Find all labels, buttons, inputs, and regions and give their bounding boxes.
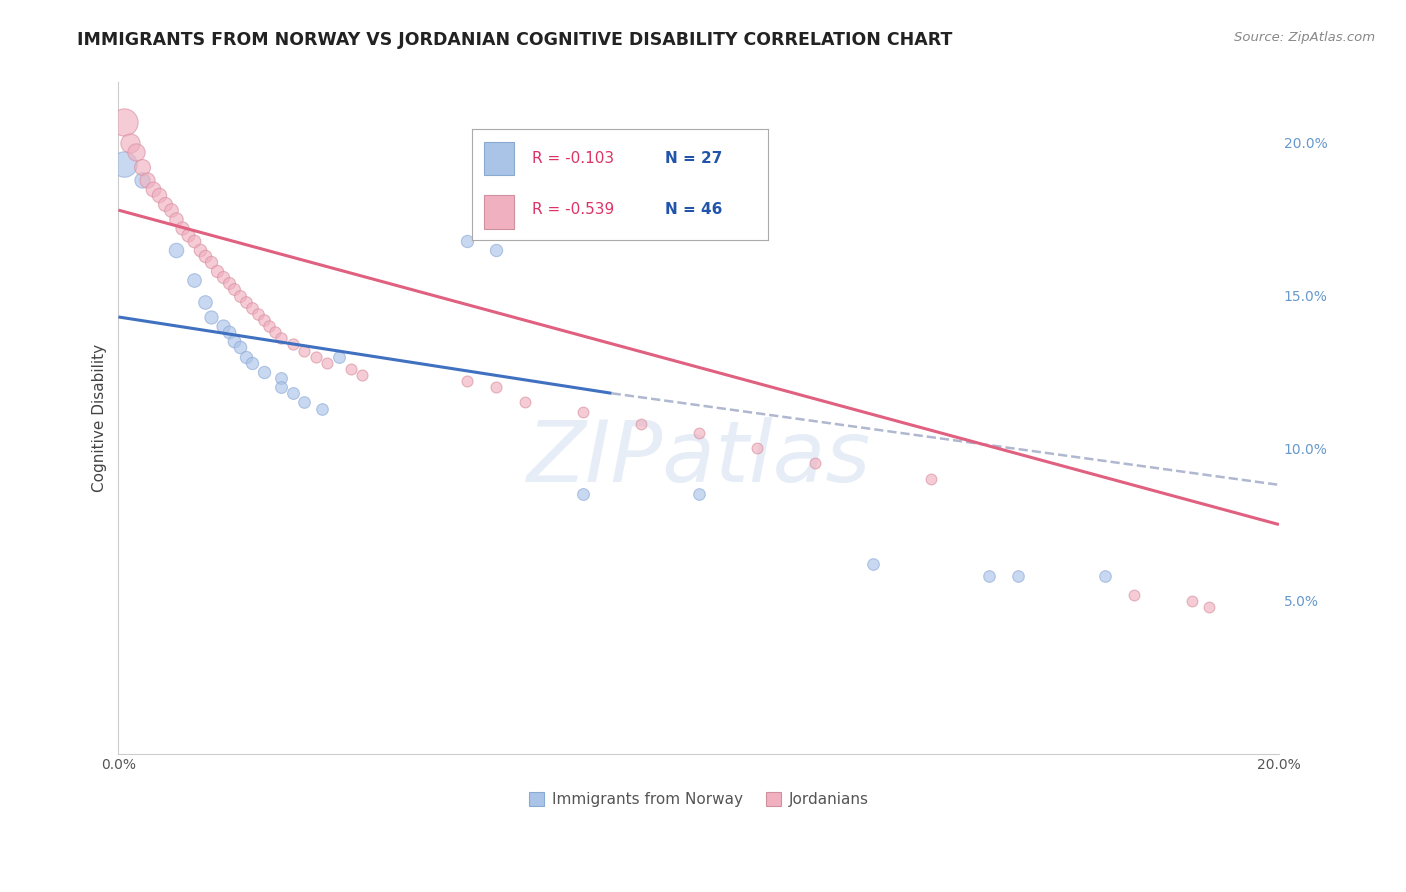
- Point: [205, 264, 228, 278]
- Point: [456, 374, 478, 388]
- Y-axis label: Cognitive Disability: Cognitive Disability: [93, 343, 107, 491]
- Point: [240, 356, 263, 370]
- Point: [218, 325, 240, 339]
- Text: Source: ZipAtlas.com: Source: ZipAtlas.com: [1234, 31, 1375, 45]
- Point: [112, 157, 135, 171]
- Text: ZIPatlas: ZIPatlas: [527, 417, 870, 500]
- Point: [153, 197, 176, 211]
- Point: [159, 203, 181, 218]
- Point: [229, 341, 252, 355]
- Point: [136, 172, 159, 186]
- Point: [485, 243, 508, 257]
- Legend: Immigrants from Norway, Jordanians: Immigrants from Norway, Jordanians: [523, 786, 875, 813]
- Point: [252, 313, 274, 327]
- Point: [224, 283, 246, 297]
- Point: [264, 325, 287, 339]
- Point: [339, 362, 361, 376]
- Point: [235, 294, 257, 309]
- Point: [224, 334, 246, 349]
- Point: [862, 558, 884, 572]
- Point: [240, 301, 263, 315]
- Point: [270, 371, 292, 385]
- Point: [212, 319, 235, 334]
- Point: [252, 365, 274, 379]
- Point: [571, 404, 593, 418]
- Point: [112, 114, 135, 128]
- Point: [281, 337, 304, 351]
- Point: [292, 395, 315, 409]
- Point: [229, 288, 252, 302]
- Point: [142, 182, 165, 196]
- Point: [177, 227, 200, 242]
- Point: [183, 273, 205, 287]
- Point: [328, 350, 350, 364]
- Point: [316, 356, 339, 370]
- Point: [1007, 569, 1029, 583]
- Point: [212, 270, 235, 285]
- Point: [1122, 588, 1144, 602]
- Point: [194, 249, 217, 263]
- Point: [166, 212, 188, 227]
- Point: [688, 487, 710, 501]
- Point: [131, 161, 153, 175]
- Point: [270, 331, 292, 345]
- Point: [1094, 569, 1116, 583]
- Point: [148, 187, 170, 202]
- Point: [305, 350, 328, 364]
- Point: [281, 386, 304, 401]
- Point: [630, 417, 652, 431]
- Point: [270, 380, 292, 394]
- Point: [977, 569, 1000, 583]
- Point: [352, 368, 374, 382]
- Point: [246, 307, 269, 321]
- Point: [803, 457, 825, 471]
- Point: [194, 294, 217, 309]
- Point: [218, 277, 240, 291]
- Point: [183, 234, 205, 248]
- Point: [571, 487, 593, 501]
- Point: [292, 343, 315, 358]
- Point: [125, 145, 148, 160]
- Point: [172, 221, 194, 235]
- Point: [485, 380, 508, 394]
- Point: [188, 243, 211, 257]
- Point: [200, 255, 222, 269]
- Point: [118, 136, 141, 150]
- Point: [166, 243, 188, 257]
- Point: [920, 472, 942, 486]
- Point: [1181, 594, 1204, 608]
- Point: [131, 172, 153, 186]
- Point: [1198, 599, 1220, 614]
- Point: [200, 310, 222, 324]
- Point: [456, 234, 478, 248]
- Point: [513, 395, 536, 409]
- Point: [745, 442, 768, 456]
- Point: [259, 319, 281, 334]
- Point: [688, 425, 710, 440]
- Text: IMMIGRANTS FROM NORWAY VS JORDANIAN COGNITIVE DISABILITY CORRELATION CHART: IMMIGRANTS FROM NORWAY VS JORDANIAN COGN…: [77, 31, 953, 49]
- Point: [235, 350, 257, 364]
- Point: [311, 401, 333, 416]
